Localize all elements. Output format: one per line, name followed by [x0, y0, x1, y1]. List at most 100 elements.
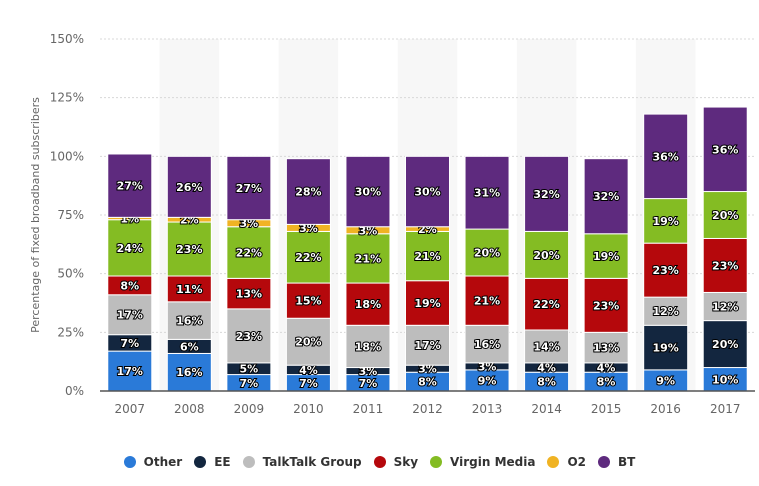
- bar-stack-2015: 8%4% 13% 23% 19% 32%: [583, 158, 629, 392]
- bar-segment-bt[interactable]: [226, 155, 272, 221]
- bar-segment-sky[interactable]: [583, 277, 629, 333]
- data-label: 17%: [414, 339, 440, 352]
- legend-label: O2: [567, 455, 587, 469]
- bar-segment-talktalk-group[interactable]: [583, 331, 629, 364]
- data-label: 7%: [240, 377, 259, 390]
- data-label: 20%: [474, 247, 500, 260]
- data-label: 9%: [656, 374, 675, 387]
- bar-segment-sky[interactable]: [226, 277, 272, 310]
- bar-segment-talktalk-group[interactable]: [643, 296, 689, 326]
- x-tick-label: 2016: [650, 402, 681, 416]
- bar-segment-sky[interactable]: [166, 275, 212, 303]
- bar-segment-bt[interactable]: [405, 155, 450, 228]
- bar-segment-sky[interactable]: [702, 237, 748, 293]
- bar-segment-talktalk-group[interactable]: [166, 301, 212, 340]
- bar-stack-2010: 7%4%20%15%22%3%28%: [285, 158, 331, 392]
- legend-label: EE: [214, 455, 231, 469]
- legend-item-sky[interactable]: Sky: [373, 455, 419, 469]
- bar-segment-bt[interactable]: [166, 155, 212, 218]
- data-label: 18%: [355, 298, 381, 311]
- data-label: 23%: [593, 299, 619, 312]
- legend-item-bt[interactable]: BT: [598, 455, 635, 469]
- legend-label: Sky: [393, 455, 419, 469]
- bar-stack-2016: 9% 19% 12% 23% 19% 36%: [643, 113, 689, 392]
- bar-segment-sky[interactable]: [643, 242, 689, 298]
- data-label: 27%: [117, 180, 143, 193]
- legend-item-talktalk-group[interactable]: TalkTalk Group: [242, 455, 362, 469]
- data-label: 32%: [533, 188, 559, 201]
- bar-segment-bt[interactable]: [643, 113, 689, 200]
- x-tick-label: 2008: [174, 402, 205, 416]
- data-label: 22%: [295, 251, 321, 264]
- bar-segment-talktalk-group[interactable]: [226, 308, 272, 364]
- data-label: 23%: [176, 243, 202, 256]
- bar-segment-talktalk-group[interactable]: [524, 329, 570, 364]
- data-label: 19%: [414, 297, 440, 310]
- y-tick-label: 50%: [57, 267, 84, 281]
- data-label: 20%: [712, 338, 738, 351]
- data-label: 36%: [712, 143, 738, 156]
- bar-segment-virgin-media[interactable]: [285, 230, 331, 284]
- data-label: 8%: [537, 376, 556, 389]
- bar-segment-sky[interactable]: [464, 275, 510, 326]
- data-label: 30%: [414, 186, 440, 199]
- data-label: 28%: [295, 186, 321, 199]
- bar-segment-virgin-media[interactable]: [583, 233, 629, 279]
- bar-segment-talktalk-group[interactable]: [702, 291, 748, 322]
- bar-segment-sky[interactable]: [285, 282, 331, 319]
- data-label: 19%: [653, 342, 679, 355]
- legend-item-other[interactable]: Other: [123, 455, 182, 469]
- bar-segment-virgin-media[interactable]: [405, 230, 450, 282]
- legend-item-virgin-media[interactable]: Virgin Media: [430, 455, 535, 469]
- bar-segment-virgin-media[interactable]: [702, 191, 748, 239]
- y-axis-label: Percentage of fixed broadband subscriber…: [29, 97, 42, 333]
- x-tick-label: 2014: [531, 402, 562, 416]
- data-label: 18%: [355, 340, 381, 353]
- legend-marker-icon: [598, 456, 611, 468]
- bar-segment-virgin-media[interactable]: [107, 219, 153, 277]
- bar-segment-bt[interactable]: [345, 155, 391, 228]
- bar-segment-talktalk-group[interactable]: [107, 294, 153, 336]
- data-label: 8%: [120, 279, 139, 292]
- legend-label: BT: [618, 455, 636, 469]
- bar-segment-bt[interactable]: [702, 106, 748, 193]
- bar-segment-ee[interactable]: [702, 320, 748, 369]
- data-label: 20%: [295, 336, 321, 349]
- bar-segment-ee[interactable]: [643, 324, 689, 371]
- x-tick-label: 2013: [472, 402, 503, 416]
- bar-stack-2017: 10% 20% 12% 23% 20% 36%: [702, 106, 748, 392]
- y-tick-label: 125%: [50, 91, 84, 105]
- bar-segment-virgin-media[interactable]: [524, 230, 570, 279]
- data-label: 23%: [236, 330, 262, 343]
- legend-marker-icon: [547, 456, 560, 468]
- data-label: 23%: [653, 264, 679, 277]
- bar-segment-virgin-media[interactable]: [643, 198, 689, 244]
- data-label: 17%: [117, 309, 143, 322]
- data-label: 21%: [474, 295, 500, 308]
- bar-segment-virgin-media[interactable]: [345, 233, 391, 284]
- data-label: 21%: [414, 250, 440, 263]
- bar-segment-talktalk-group[interactable]: [285, 317, 331, 366]
- bar-segment-talktalk-group[interactable]: [464, 324, 510, 364]
- legend-item-ee[interactable]: EE: [194, 455, 231, 469]
- bar-segment-talktalk-group[interactable]: [345, 324, 391, 369]
- bar-segment-bt[interactable]: [107, 153, 153, 218]
- y-tick-label: 100%: [50, 149, 84, 163]
- data-label: 22%: [236, 247, 262, 260]
- data-label: 4%: [299, 364, 318, 377]
- data-label: 10%: [712, 373, 738, 386]
- data-label: 27%: [236, 182, 262, 195]
- data-label: 30%: [355, 186, 381, 199]
- data-label: 13%: [593, 342, 619, 355]
- data-label: 21%: [355, 252, 381, 265]
- bar-segment-bt[interactable]: [583, 158, 629, 235]
- bar-segment-virgin-media[interactable]: [226, 226, 272, 279]
- bar-segment-sky[interactable]: [524, 277, 570, 331]
- legend-item-o2[interactable]: O2: [547, 455, 586, 469]
- x-axis-ticks: 2007 2008 2009 2010 2011 2012 2013 2014 2015 2016…: [114, 402, 740, 416]
- bar-segment-talktalk-group[interactable]: [405, 324, 450, 366]
- bar-segment-sky[interactable]: [345, 282, 391, 326]
- bar-segment-bt[interactable]: [464, 155, 510, 230]
- bar-segment-bt[interactable]: [524, 155, 570, 232]
- bar-segment-bt[interactable]: [285, 158, 331, 225]
